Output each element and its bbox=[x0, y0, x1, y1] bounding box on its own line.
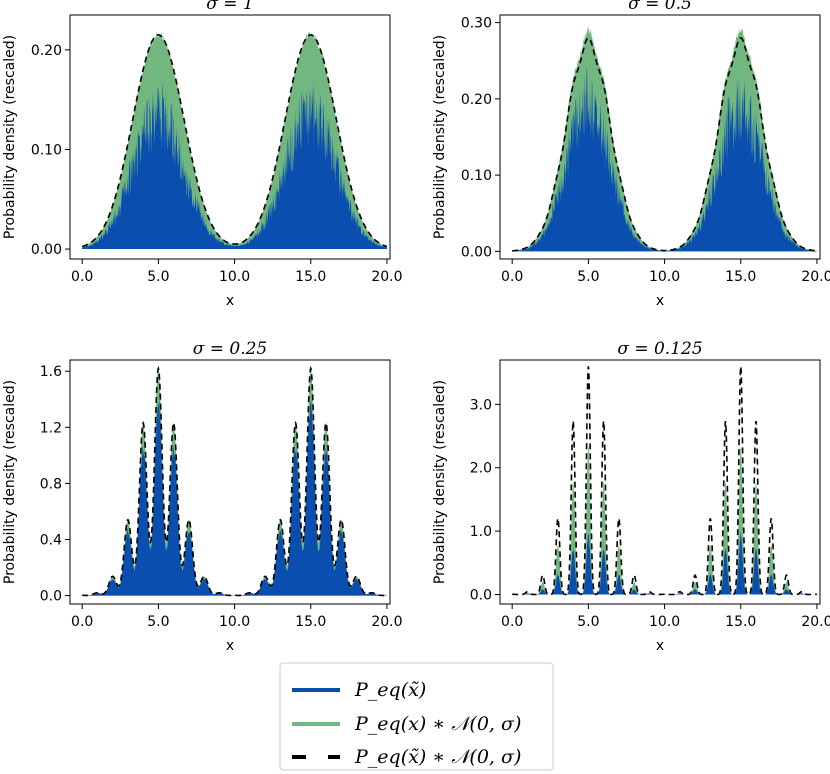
y-axis-label: Probability density (rescaled) bbox=[432, 35, 448, 239]
series-dashed-line bbox=[512, 37, 818, 252]
subplot-4: 0.0 5.0 10.0 15.0 20.0 0.0 1.0 2.0 3.0 σ = 0.125 x… bbox=[432, 339, 830, 654]
x-tick-label: 0.0 bbox=[71, 269, 93, 285]
x-tick-label: 10.0 bbox=[219, 269, 250, 285]
axes-frame bbox=[499, 359, 821, 605]
y-tick-label: 0.0 bbox=[470, 587, 492, 603]
subplot-title: σ = 1 bbox=[206, 0, 253, 14]
x-tick-label: 20.0 bbox=[801, 269, 830, 285]
y-tick-label: 1.6 bbox=[40, 364, 62, 380]
x-tick-label: 10.0 bbox=[649, 614, 680, 630]
y-tick-label: 1.2 bbox=[40, 420, 62, 436]
x-tick-label: 0.0 bbox=[501, 269, 523, 285]
x-tick-label: 15.0 bbox=[295, 614, 326, 630]
legend-label: P_eq(x̃) ∗ 𝒩(0, σ) bbox=[354, 746, 521, 768]
series-blue-area bbox=[82, 81, 387, 250]
y-axis-label: Probability density (rescaled) bbox=[432, 380, 448, 584]
series-dashed-line bbox=[82, 365, 387, 597]
x-tick-label: 15.0 bbox=[295, 269, 326, 285]
x-tick-label: 10.0 bbox=[219, 614, 250, 630]
x-tick-label: 0.0 bbox=[501, 614, 523, 630]
y-tick-label: 2.0 bbox=[470, 461, 492, 477]
subplot-2: 0.0 5.0 10.0 15.0 20.0 0.00 0.10 0.20 0.30 σ = 0.… bbox=[432, 0, 830, 309]
legend-label: P_eq(x) ∗ 𝒩(0, σ) bbox=[354, 713, 521, 735]
y-tick-label: 0.30 bbox=[461, 16, 492, 32]
x-tick-label: 5.0 bbox=[577, 614, 599, 630]
axes-frame bbox=[499, 14, 821, 260]
subplot-grid: 0.0 5.0 10.0 15.0 20.0 0.00 0.10 0.20 σ = 1 x Prob… bbox=[2, 0, 830, 654]
y-tick-label: 0.20 bbox=[31, 43, 62, 59]
series-dashed-line bbox=[81, 34, 388, 248]
series-blue-area bbox=[512, 531, 817, 595]
y-tick-label: 0.10 bbox=[461, 168, 492, 184]
y-tick-label: 0.0 bbox=[40, 589, 62, 605]
x-tick-label: 5.0 bbox=[147, 614, 169, 630]
subplot-1: 0.0 5.0 10.0 15.0 20.0 0.00 0.10 0.20 σ = 1 x Prob… bbox=[2, 0, 403, 309]
y-axis-label: Probability density (rescaled) bbox=[2, 35, 18, 239]
legend-frame bbox=[279, 662, 554, 771]
y-tick-label: 0.8 bbox=[40, 476, 62, 492]
subplot-3: 0.0 5.0 10.0 15.0 20.0 0.0 0.4 0.8 1.2 1.6 σ = 0.2… bbox=[2, 339, 403, 654]
x-tick-label: 20.0 bbox=[371, 269, 402, 285]
x-tick-label: 10.0 bbox=[649, 269, 680, 285]
y-axis-label: Probability density (rescaled) bbox=[2, 380, 18, 584]
x-tick-label: 0.0 bbox=[71, 614, 93, 630]
x-axis-label: x bbox=[656, 638, 664, 654]
x-tick-label: 5.0 bbox=[577, 269, 599, 285]
y-tick-label: 3.0 bbox=[470, 397, 492, 413]
x-tick-label: 20.0 bbox=[801, 614, 830, 630]
series-blue-area bbox=[82, 394, 387, 596]
x-tick-label: 15.0 bbox=[725, 614, 756, 630]
series-blue-area bbox=[512, 65, 817, 252]
series-dashed-line bbox=[512, 366, 817, 596]
axes-frame bbox=[69, 359, 391, 605]
y-tick-label: 0.4 bbox=[40, 532, 62, 548]
x-tick-label: 20.0 bbox=[371, 614, 402, 630]
x-tick-label: 5.0 bbox=[147, 269, 169, 285]
y-tick-label: 0.00 bbox=[461, 244, 492, 260]
y-tick-label: 0.10 bbox=[31, 142, 62, 158]
subplot-title: σ = 0.125 bbox=[617, 339, 702, 359]
x-axis-label: x bbox=[226, 293, 234, 309]
y-tick-label: 1.0 bbox=[470, 524, 492, 540]
x-tick-label: 15.0 bbox=[725, 269, 756, 285]
subplot-title: σ = 0.25 bbox=[193, 339, 268, 359]
y-tick-label: 0.00 bbox=[31, 242, 62, 258]
axes-frame bbox=[69, 14, 391, 260]
x-axis-label: x bbox=[656, 293, 664, 309]
subplot-title: σ = 0.5 bbox=[628, 0, 692, 14]
x-axis-label: x bbox=[226, 638, 234, 654]
legend: P_eq(x̃) P_eq(x) ∗ 𝒩(0, σ) P_eq(x̃) ∗ 𝒩(0,… bbox=[279, 662, 554, 771]
legend-label: P_eq(x̃) bbox=[354, 679, 426, 701]
y-tick-label: 0.20 bbox=[461, 92, 492, 108]
